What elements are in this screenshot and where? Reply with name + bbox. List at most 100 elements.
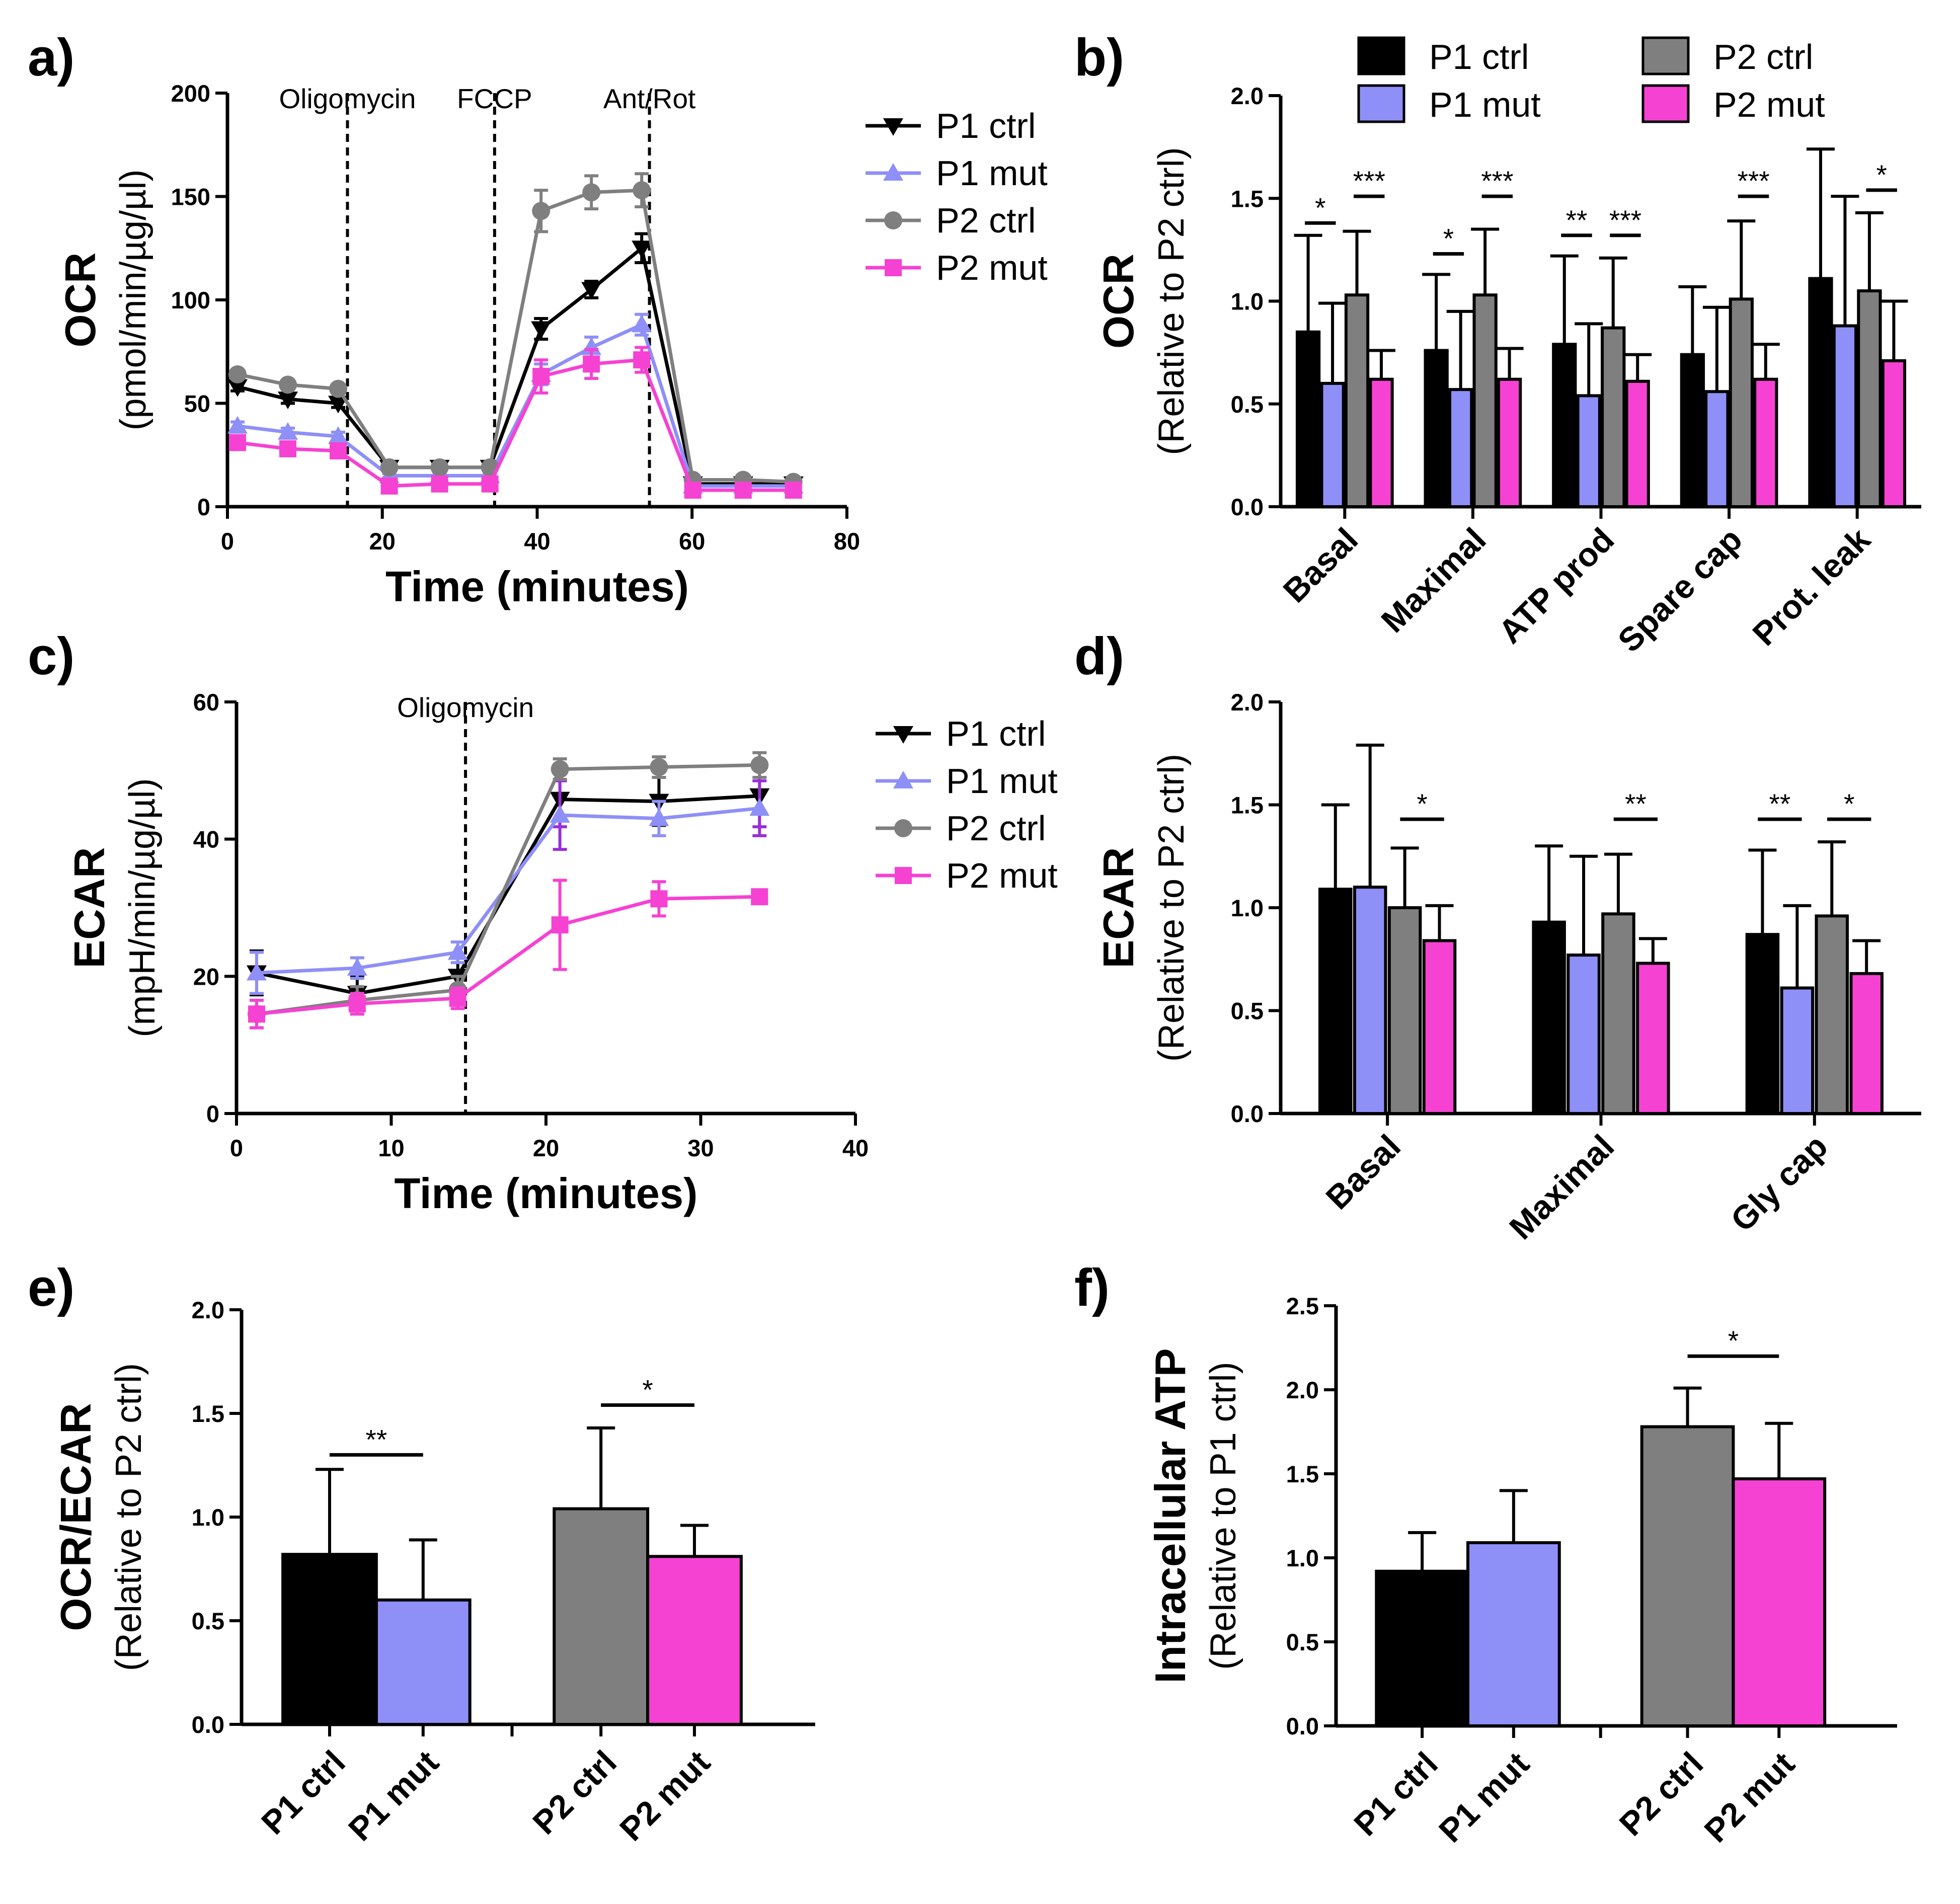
y-axis-title: ECAR bbox=[1095, 847, 1143, 969]
category-label: P1 ctrl bbox=[1347, 1745, 1445, 1843]
category-label: Prot. leak bbox=[1745, 520, 1877, 653]
legend-label: P1 ctrl bbox=[936, 106, 1036, 145]
y-axis-subtitle: (Relative to P2 ctrl) bbox=[109, 1363, 149, 1671]
panel-e: 0.0 0.5 1.0 1.5 2.0 OCR/ECAR (Relative to P2 c… bbox=[52, 1297, 815, 1848]
y-tick-label: 1.5 bbox=[1231, 185, 1264, 212]
y-tick-label: 1.0 bbox=[1231, 895, 1264, 921]
legend-swatch bbox=[1641, 36, 1690, 75]
bar bbox=[1640, 1425, 1735, 1727]
significance-label: ** bbox=[1769, 788, 1791, 819]
data-point bbox=[532, 368, 550, 385]
significance-label: ** bbox=[365, 1423, 387, 1455]
bar bbox=[553, 1507, 650, 1726]
data-point bbox=[893, 771, 913, 788]
series-line bbox=[237, 322, 794, 488]
category-label: P1 mut bbox=[341, 1743, 446, 1848]
bar bbox=[1576, 394, 1601, 508]
y-tick-label: 0.5 bbox=[1231, 998, 1264, 1024]
series-p1-mut bbox=[246, 779, 770, 995]
bar bbox=[1320, 381, 1345, 509]
data-point bbox=[431, 475, 448, 493]
category-label: P2 mut bbox=[1697, 1745, 1801, 1850]
y-axis-subtitle: (Relative to P1 ctrl) bbox=[1203, 1362, 1243, 1670]
legend-label: P2 mut bbox=[1713, 85, 1825, 124]
series-line bbox=[256, 895, 760, 1016]
data-point bbox=[894, 819, 912, 837]
bar bbox=[1497, 377, 1522, 508]
legend-swatch bbox=[1641, 84, 1690, 123]
bar bbox=[1625, 379, 1650, 508]
data-point bbox=[633, 351, 651, 369]
series-p2-mut bbox=[248, 879, 768, 1029]
panel-letter: a) bbox=[28, 28, 74, 87]
y-tick-label: 1.5 bbox=[1286, 1461, 1319, 1487]
data-point bbox=[684, 482, 701, 499]
x-tick-label: 10 bbox=[378, 1135, 404, 1161]
bar bbox=[1780, 986, 1815, 1116]
x-axis-title: Time (minutes) bbox=[395, 1170, 698, 1218]
legend-label: P1 mut bbox=[936, 153, 1048, 193]
y-tick-label: 40 bbox=[193, 826, 219, 853]
bar bbox=[1815, 914, 1849, 1115]
y-tick-label: 1.5 bbox=[192, 1400, 224, 1427]
series-p2-ctrl bbox=[247, 751, 769, 1029]
y-tick-label: 50 bbox=[184, 390, 210, 417]
series-p2-mut bbox=[229, 346, 802, 499]
data-point bbox=[328, 426, 349, 444]
y-tick-label: 1.0 bbox=[192, 1504, 224, 1531]
legend-label: P1 ctrl bbox=[1429, 37, 1529, 76]
data-point bbox=[481, 475, 499, 493]
data-point bbox=[551, 760, 569, 778]
data-point bbox=[582, 183, 601, 202]
y-tick-label: 2.0 bbox=[1231, 689, 1264, 716]
data-point bbox=[649, 808, 669, 826]
panel-b: 0.0 0.5 1.0 1.5 2.0 OCR (Relative to P2 ctrl) B… bbox=[1095, 36, 1921, 659]
bar bbox=[1375, 1569, 1470, 1727]
bar bbox=[1424, 349, 1449, 508]
significance-label: * bbox=[1844, 788, 1854, 819]
bar bbox=[1857, 289, 1882, 508]
legend-label: P1 mut bbox=[1429, 85, 1541, 124]
y-tick-label: 0.0 bbox=[192, 1711, 224, 1738]
category-label: P1 mut bbox=[1432, 1745, 1536, 1850]
bar bbox=[1729, 297, 1754, 508]
data-point bbox=[246, 963, 267, 981]
data-point bbox=[279, 440, 297, 457]
bar bbox=[1448, 388, 1473, 509]
significance-label: * bbox=[1728, 1325, 1739, 1356]
data-point bbox=[883, 118, 903, 136]
series-p2-ctrl bbox=[228, 172, 803, 491]
panel-letter: e) bbox=[28, 1258, 74, 1317]
y-axis-title: Intracellular ATP bbox=[1147, 1348, 1195, 1683]
data-point bbox=[227, 416, 248, 434]
bar bbox=[1344, 293, 1370, 508]
panel-letter: b) bbox=[1074, 28, 1124, 87]
data-point bbox=[329, 379, 348, 398]
significance-label: *** bbox=[1609, 204, 1641, 235]
data-point bbox=[895, 867, 912, 884]
data-point bbox=[885, 259, 902, 276]
category-gly-cap: Gly cap bbox=[1723, 840, 1884, 1239]
y-tick-label: 0.5 bbox=[1231, 391, 1264, 418]
x-tick-label: 20 bbox=[369, 528, 396, 554]
category-label: Maximal bbox=[1502, 1128, 1621, 1247]
x-tick-label: 0 bbox=[230, 1135, 243, 1161]
y-tick-label: 0.0 bbox=[1231, 494, 1264, 520]
panel-f: 0.0 0.5 1.0 1.5 2.0 2.5 Intracellular ATP (Rela… bbox=[1147, 1293, 1897, 1849]
category-label: Gly cap bbox=[1723, 1128, 1835, 1239]
legend-label: P2 ctrl bbox=[1713, 37, 1813, 76]
y-tick-label: 1.0 bbox=[1286, 1545, 1319, 1571]
y-tick-label: 20 bbox=[193, 963, 219, 990]
bar bbox=[1745, 933, 1780, 1116]
y-axis-title: OCR/ECAR bbox=[52, 1403, 100, 1631]
treatment-label: Oligomycin bbox=[279, 83, 416, 114]
bar bbox=[281, 1553, 378, 1726]
data-point bbox=[531, 321, 552, 339]
significance-label: *** bbox=[1481, 165, 1513, 196]
legend: P1 ctrl P1 mut P2 ctrl P2 mut bbox=[866, 106, 1048, 287]
x-tick-label: 0 bbox=[221, 528, 234, 554]
bar bbox=[1387, 906, 1422, 1115]
category-label: Spare cap bbox=[1611, 521, 1749, 659]
